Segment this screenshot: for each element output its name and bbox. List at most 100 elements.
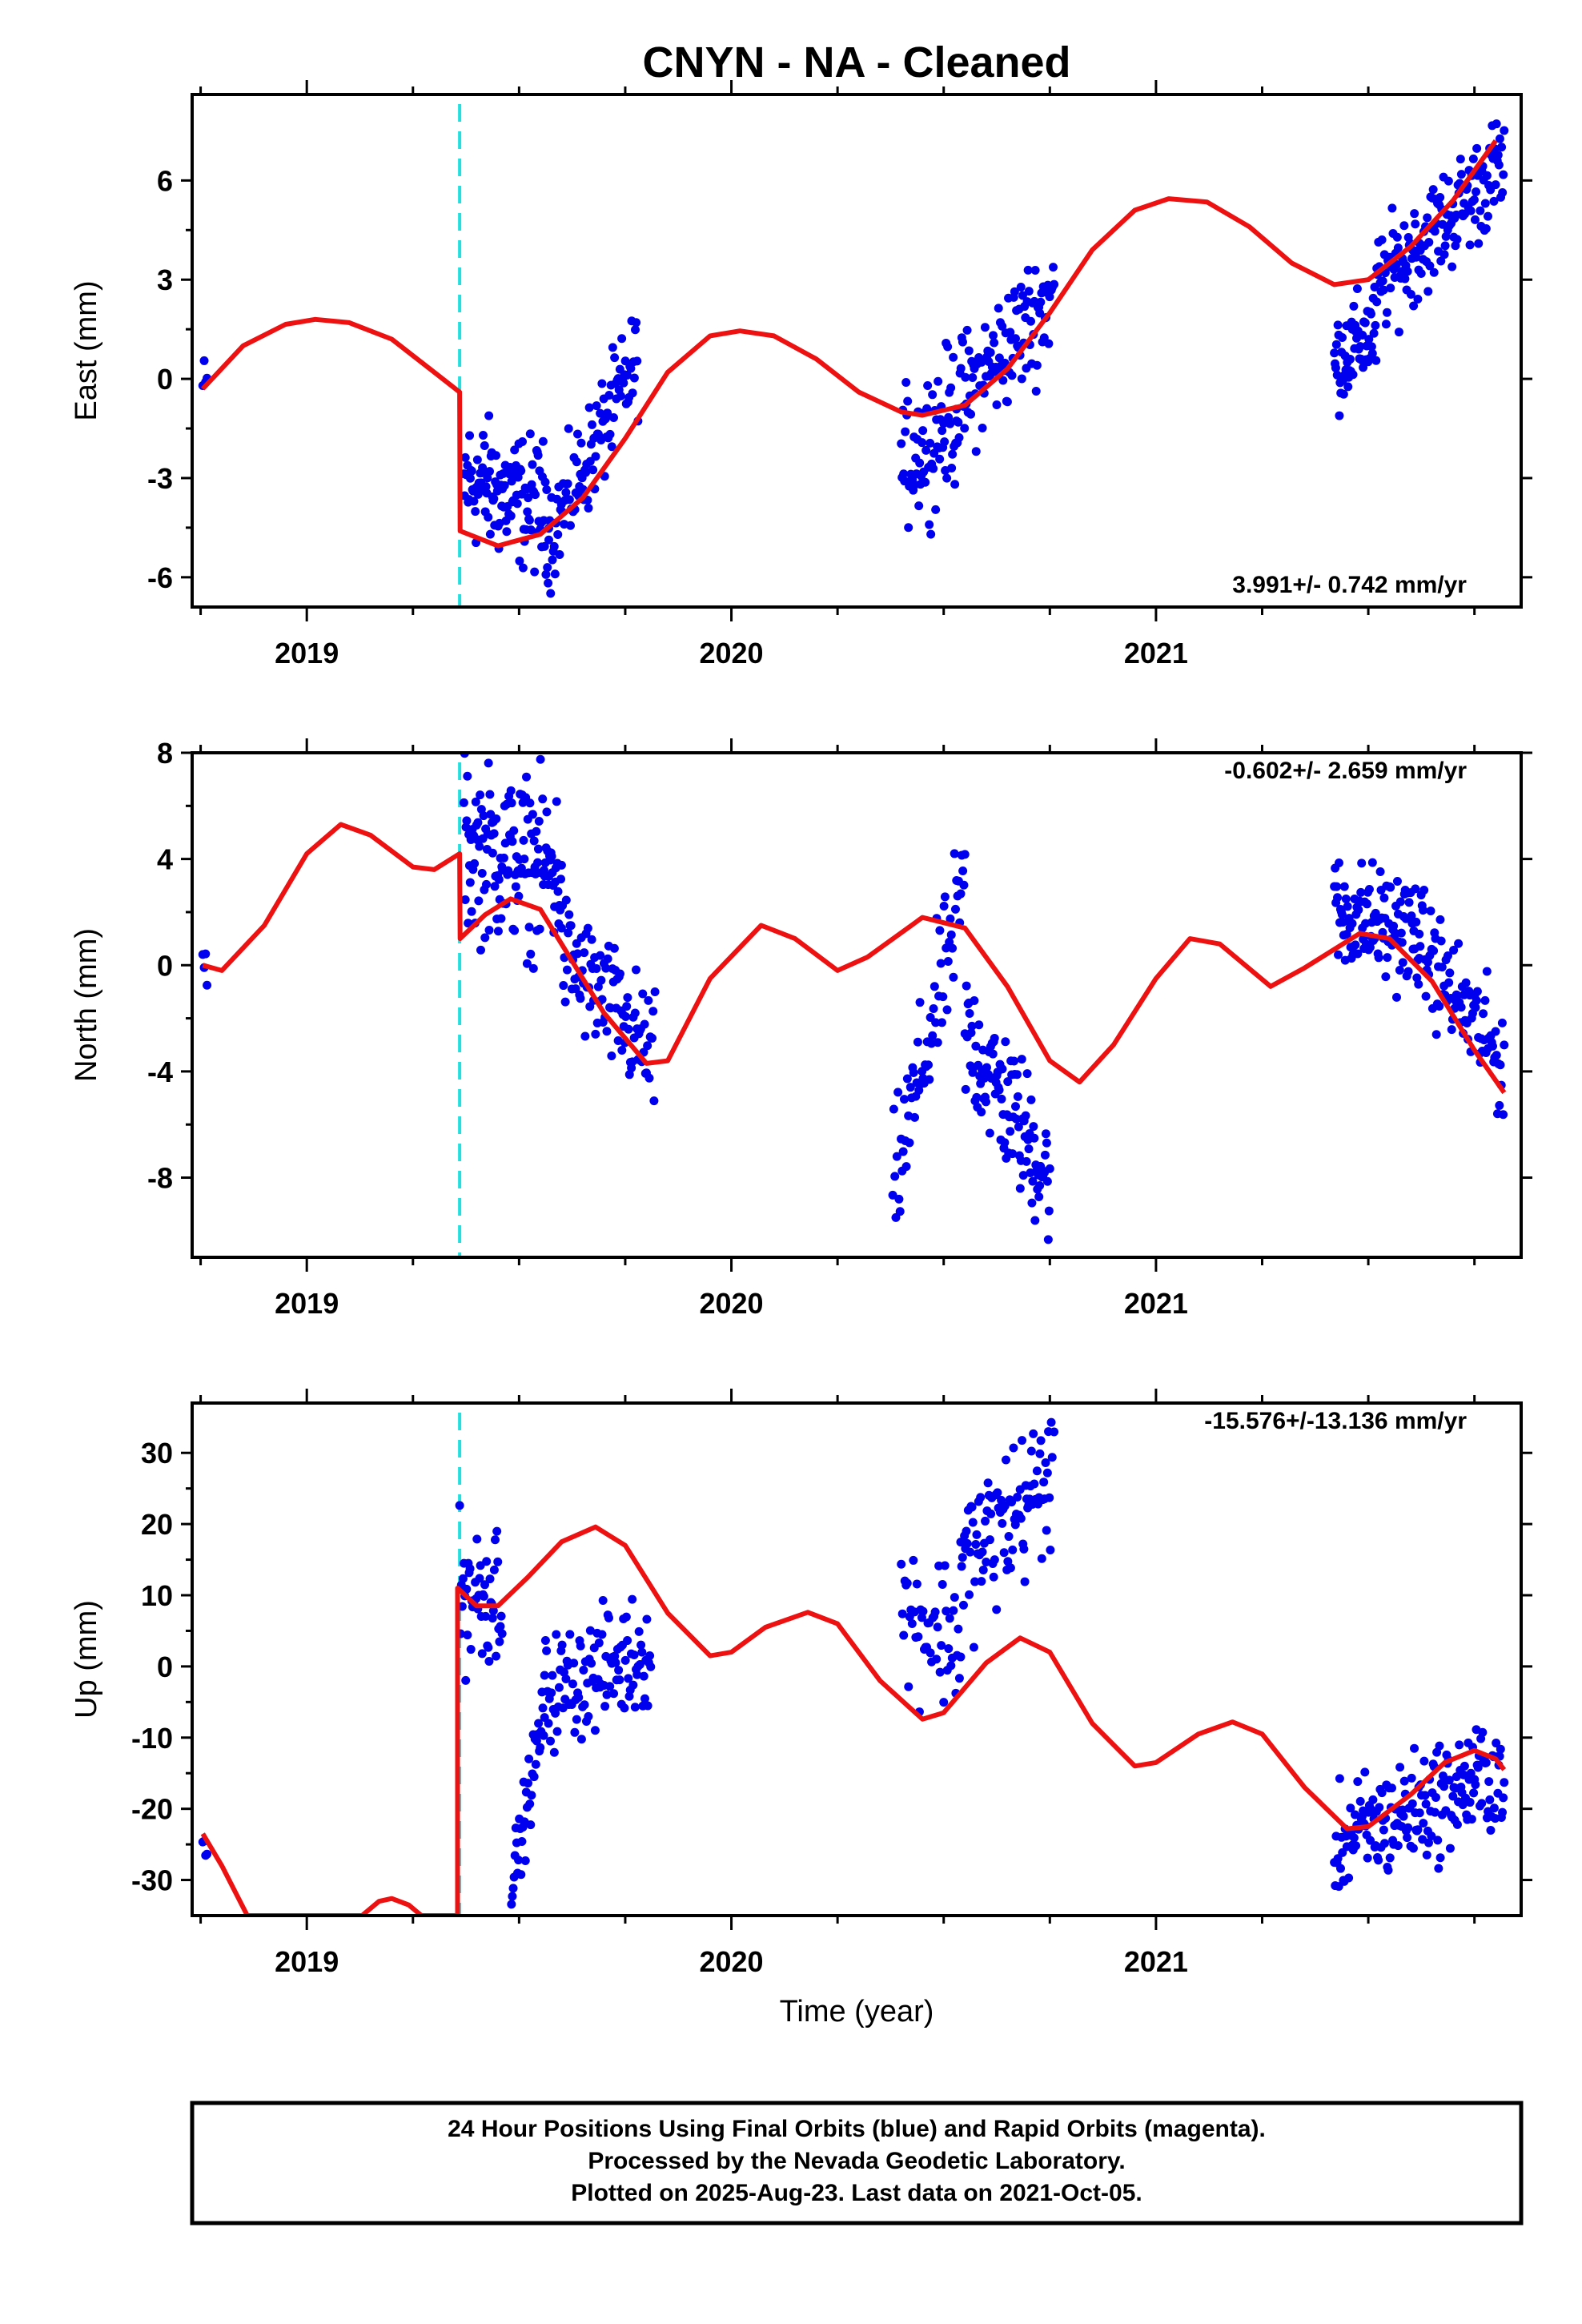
data-point <box>1414 979 1423 989</box>
data-point <box>600 1702 610 1711</box>
data-point <box>934 376 943 386</box>
data-point <box>1411 252 1421 262</box>
data-point <box>484 513 493 522</box>
data-point <box>942 1606 951 1616</box>
data-point <box>516 466 526 476</box>
data-point <box>552 1630 561 1639</box>
data-point <box>1407 911 1416 921</box>
data-point <box>1435 193 1445 203</box>
data-point <box>986 1509 996 1518</box>
data-point <box>528 460 537 469</box>
data-point <box>576 994 585 1003</box>
data-point <box>936 959 946 968</box>
data-point <box>472 1534 482 1544</box>
footer-line-3: Plotted on 2025-Aug-23. Last data on 202… <box>571 2180 1142 2206</box>
data-point <box>527 1791 536 1800</box>
data-point <box>1394 328 1403 337</box>
data-point <box>1387 1783 1396 1793</box>
data-point <box>1022 1156 1031 1166</box>
data-point <box>489 1565 499 1574</box>
data-point <box>1046 1546 1055 1555</box>
data-point <box>481 482 491 492</box>
data-point <box>1392 877 1402 887</box>
data-point <box>926 1648 935 1658</box>
data-point <box>615 1675 624 1685</box>
data-point <box>1403 1833 1412 1843</box>
data-point <box>962 1526 971 1536</box>
data-point <box>1379 285 1388 295</box>
data-point <box>1029 1122 1038 1132</box>
data-point <box>528 810 537 819</box>
data-point <box>519 835 528 845</box>
data-point <box>1017 1055 1026 1064</box>
data-point <box>1456 155 1465 164</box>
data-point <box>1413 1825 1423 1835</box>
data-point <box>587 935 596 944</box>
data-point <box>1022 1069 1032 1079</box>
data-point <box>1366 309 1375 319</box>
data-point <box>965 1008 974 1018</box>
data-point <box>1379 1825 1388 1835</box>
data-point <box>944 1644 954 1654</box>
data-point <box>946 1661 956 1671</box>
data-point <box>1343 382 1353 392</box>
data-point <box>1431 1030 1441 1039</box>
data-point <box>1481 1758 1491 1767</box>
y-tick-label: 0 <box>157 1651 173 1683</box>
data-point <box>1469 1788 1479 1798</box>
data-point <box>535 924 544 934</box>
data-point <box>1421 1799 1431 1809</box>
data-point <box>546 589 556 598</box>
data-point <box>465 1564 475 1574</box>
data-point <box>939 419 949 428</box>
data-point <box>466 1645 476 1655</box>
data-point <box>492 1526 502 1536</box>
data-point <box>522 772 532 782</box>
data-point <box>622 1002 632 1011</box>
data-point <box>525 798 535 808</box>
data-point <box>547 1688 556 1698</box>
data-point <box>989 1572 998 1582</box>
data-point <box>1392 232 1402 242</box>
data-point <box>620 1655 630 1665</box>
data-point <box>607 442 616 452</box>
data-point <box>1491 180 1500 190</box>
data-point <box>550 569 560 579</box>
data-point <box>556 875 566 884</box>
data-point <box>617 1045 627 1055</box>
data-point <box>472 455 482 464</box>
data-point <box>909 1068 918 1077</box>
data-point <box>1048 263 1058 272</box>
velocity-label: -0.602+/- 2.659 mm/yr <box>1224 758 1467 784</box>
data-point <box>1456 170 1466 179</box>
data-point <box>1367 348 1377 358</box>
data-point <box>476 945 485 955</box>
data-point <box>921 445 931 455</box>
data-point <box>1387 203 1397 213</box>
data-point <box>596 975 606 985</box>
data-point <box>940 437 950 447</box>
data-point <box>1409 301 1419 311</box>
data-point <box>1375 866 1385 876</box>
data-point <box>1034 1192 1044 1201</box>
data-point <box>1006 1563 1015 1573</box>
data-point <box>544 535 553 545</box>
data-point <box>552 797 561 806</box>
data-point <box>488 848 497 858</box>
data-point <box>597 995 607 1004</box>
data-point <box>630 1008 640 1018</box>
y-tick-label: 8 <box>157 737 173 770</box>
data-point <box>525 1799 535 1809</box>
data-point <box>1410 1743 1419 1753</box>
data-point <box>642 1614 652 1624</box>
data-point <box>564 495 574 505</box>
data-point <box>481 1611 491 1621</box>
data-point <box>1363 1853 1372 1863</box>
data-point <box>1345 355 1355 364</box>
data-point <box>998 321 1007 331</box>
data-point <box>1452 235 1462 244</box>
x-tick-label: 2019 <box>275 1287 339 1320</box>
data-point <box>467 907 476 916</box>
data-point <box>1476 206 1485 215</box>
